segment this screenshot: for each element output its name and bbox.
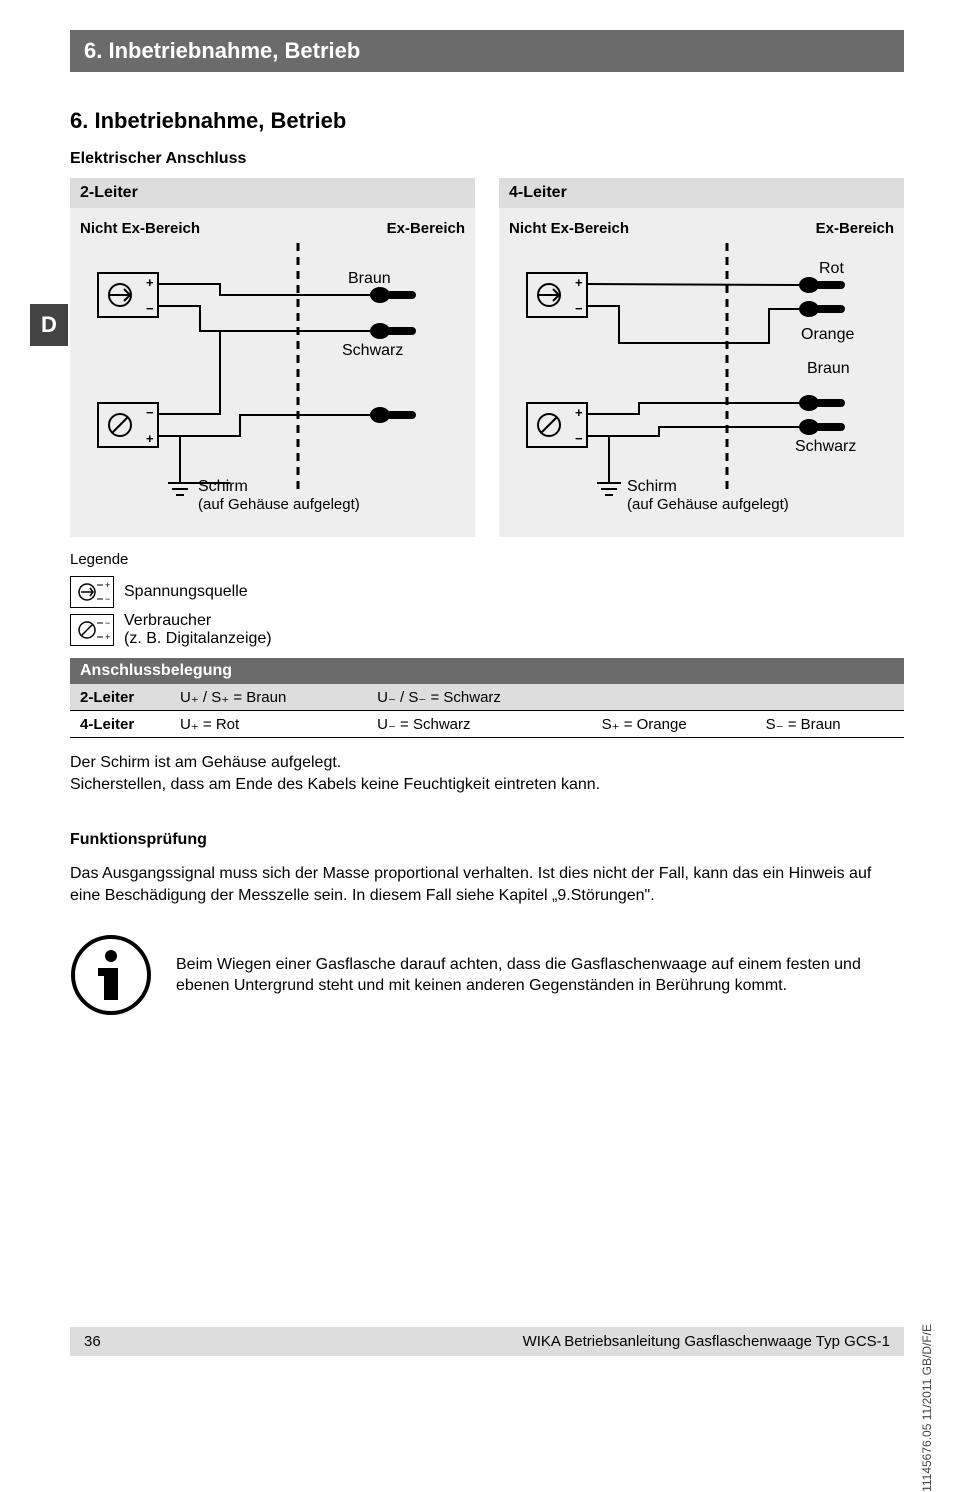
pinout-table: 2-Leiter U₊ / S₊ = Braun U₋ / S₋ = Schwa… (70, 684, 904, 738)
wiring-diagram-2leiter: + − − + (80, 243, 460, 523)
legend-source-icon: + − (70, 576, 114, 608)
function-check-heading: Funktionsprüfung (70, 831, 904, 849)
cell-2leiter-label: 2-Leiter (70, 684, 170, 711)
document-id-sidetext: 11145676.05 11/2011 GB/D/F/E (920, 1324, 934, 1492)
area-non-ex-right: Nicht Ex-Bereich (509, 220, 629, 237)
svg-text:+: + (146, 275, 154, 290)
electrical-heading: Elektrischer Anschluss (70, 150, 904, 168)
svg-text:Schwarz: Schwarz (795, 438, 856, 455)
area-ex-right: Ex-Bereich (816, 220, 894, 237)
cell: U₊ / S₊ = Braun (170, 684, 367, 711)
cell (592, 684, 756, 711)
svg-text:−: − (105, 618, 110, 628)
legend-row-source: + − Spannungsquelle (70, 576, 904, 608)
svg-text:+: + (575, 275, 583, 290)
shield-para2: Sicherstellen, dass am Ende des Kabels k… (70, 774, 904, 796)
diagram-4leiter: 4-Leiter Nicht Ex-Bereich Ex-Bereich + − (499, 178, 904, 537)
wire-label-braun: Braun (348, 270, 391, 287)
legend-row-load: − + Verbraucher (z. B. Digitalanzeige) (70, 612, 904, 648)
legend-load-label2: (z. B. Digitalanzeige) (124, 630, 272, 648)
diag-title-right: 4-Leiter (499, 178, 904, 208)
svg-text:−: − (575, 431, 583, 446)
svg-text:Braun: Braun (807, 360, 850, 377)
chapter-header: 6. Inbetriebnahme, Betrieb (70, 30, 904, 72)
info-para: Beim Wiegen einer Gasflasche darauf acht… (176, 954, 904, 997)
language-tab: D (30, 304, 68, 346)
svg-text:−: − (146, 301, 154, 316)
section-title: 6. Inbetriebnahme, Betrieb (70, 108, 904, 134)
cell (756, 684, 904, 711)
diag-body-right: Nicht Ex-Bereich Ex-Bereich + − + (499, 208, 904, 537)
cell: U₋ / S₋ = Schwarz (367, 684, 591, 711)
diagram-row: 2-Leiter Nicht Ex-Bereich Ex-Bereich + − (70, 178, 904, 537)
svg-text:−: − (146, 405, 154, 420)
cell: S₋ = Braun (756, 711, 904, 738)
legend-source-label: Spannungsquelle (124, 583, 248, 601)
svg-text:−: − (575, 301, 583, 316)
svg-text:+: + (575, 405, 583, 420)
connector-icon (370, 287, 416, 303)
cell: S₊ = Orange (592, 711, 756, 738)
svg-text:(auf Gehäuse aufgelegt): (auf Gehäuse aufgelegt) (627, 496, 789, 513)
svg-text:−: − (105, 594, 110, 604)
svg-text:Schirm: Schirm (627, 478, 677, 495)
cell: U₊ = Rot (170, 711, 367, 738)
info-icon (70, 934, 152, 1016)
svg-text:Rot: Rot (819, 260, 844, 277)
svg-text:Orange: Orange (801, 326, 854, 343)
pinout-table-header: Anschlussbelegung (70, 658, 904, 684)
diag-title-left: 2-Leiter (70, 178, 475, 208)
page-footer: 36 WIKA Betriebsanleitung Gasflaschenwaa… (70, 1327, 904, 1356)
info-note: Beim Wiegen einer Gasflasche darauf acht… (70, 934, 904, 1016)
legend-heading: Legende (70, 551, 904, 568)
page-content: 6. Inbetriebnahme, Betrieb Elektrischer … (70, 108, 904, 1016)
table-row: 4-Leiter U₊ = Rot U₋ = Schwarz S₊ = Oran… (70, 711, 904, 738)
diag-body-left: Nicht Ex-Bereich Ex-Bereich + − (70, 208, 475, 537)
wire-label-schwarz: Schwarz (342, 342, 403, 359)
area-non-ex-left: Nicht Ex-Bereich (80, 220, 200, 237)
legend-load-icon: − + (70, 614, 114, 646)
diagram-2leiter: 2-Leiter Nicht Ex-Bereich Ex-Bereich + − (70, 178, 475, 537)
footer-text: WIKA Betriebsanleitung Gasflaschenwaage … (523, 1333, 890, 1350)
legend-load-label1: Verbraucher (124, 612, 272, 630)
wiring-diagram-4leiter: + − + − (509, 243, 889, 523)
svg-text:+: + (105, 580, 110, 590)
page-number: 36 (84, 1333, 101, 1350)
svg-text:+: + (105, 632, 110, 642)
cell-4leiter-label: 4-Leiter (70, 711, 170, 738)
area-ex-left: Ex-Bereich (387, 220, 465, 237)
shield-note-left: (auf Gehäuse aufgelegt) (198, 496, 360, 513)
svg-text:+: + (146, 431, 154, 446)
cell: U₋ = Schwarz (367, 711, 591, 738)
table-row: 2-Leiter U₊ / S₊ = Braun U₋ / S₋ = Schwa… (70, 684, 904, 711)
shield-label-left: Schirm (198, 478, 248, 495)
function-check-para: Das Ausgangssignal muss sich der Masse p… (70, 863, 904, 906)
shield-para1: Der Schirm ist am Gehäuse aufgelegt. (70, 752, 904, 774)
